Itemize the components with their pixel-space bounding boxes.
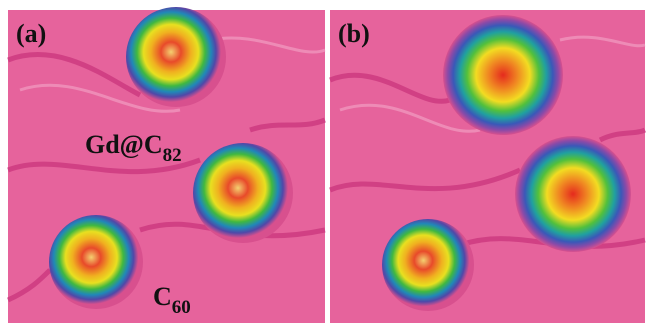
figure: (a) Gd@C82 C60 (b) xyxy=(0,0,650,325)
molecule xyxy=(126,7,226,107)
molecule xyxy=(382,219,474,311)
panel-label: (b) xyxy=(338,19,370,48)
molecule xyxy=(515,136,631,252)
label-subscript: 60 xyxy=(172,297,191,318)
molecule xyxy=(443,15,563,135)
label-base: C xyxy=(153,282,172,311)
panel-a: (a) Gd@C82 C60 xyxy=(8,7,325,323)
panel-b: (b) xyxy=(330,10,645,323)
panel-label: (a) xyxy=(16,19,46,48)
molecule xyxy=(49,215,143,309)
label-base: Gd@C xyxy=(85,130,163,159)
label-subscript: 82 xyxy=(163,145,182,166)
molecule xyxy=(193,143,293,243)
